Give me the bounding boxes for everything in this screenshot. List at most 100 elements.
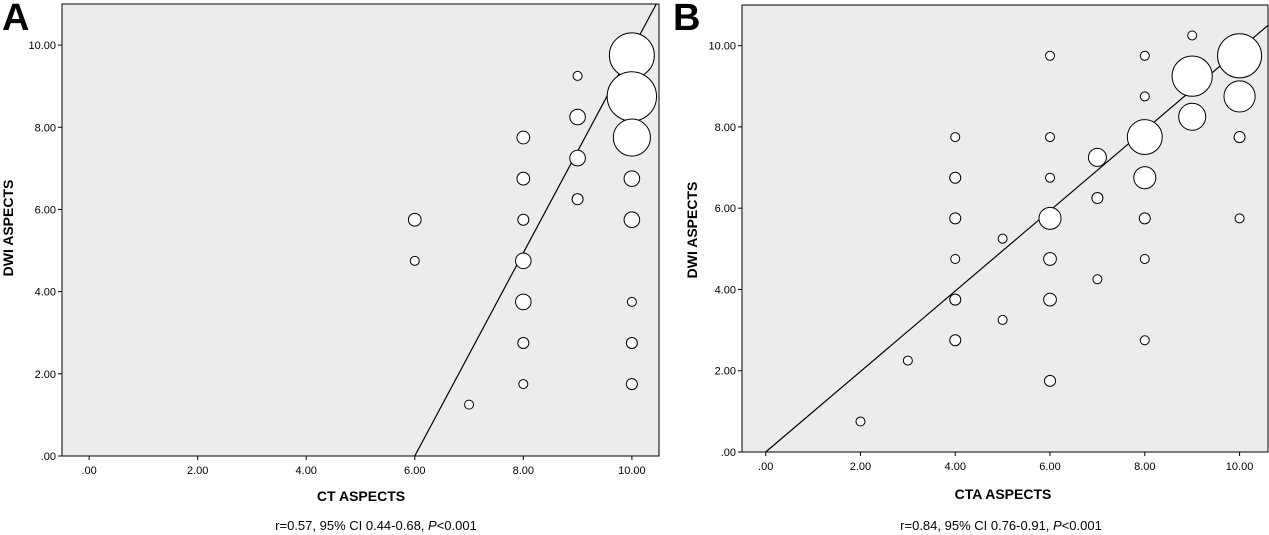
x-tick-label: .00 <box>81 465 96 477</box>
y-tick-label: 2.00 <box>35 369 56 381</box>
data-point <box>625 336 638 350</box>
x-axis-title-a: CT ASPECTS <box>317 488 405 504</box>
data-point <box>1187 30 1198 41</box>
data-point <box>997 233 1008 244</box>
data-point <box>1223 80 1256 113</box>
data-point <box>608 32 655 79</box>
data-point <box>997 314 1008 325</box>
data-point <box>1139 253 1150 264</box>
x-tick-label: 6.00 <box>1039 461 1060 473</box>
data-point <box>517 336 530 350</box>
data-point <box>1043 252 1057 266</box>
data-point <box>623 211 641 229</box>
data-point <box>571 193 584 206</box>
stat-caption-b: r=0.84, 95% CI 0.76-0.91, P<0.001 <box>900 518 1102 533</box>
y-tick-label: 6.00 <box>35 204 56 216</box>
data-point <box>407 212 422 227</box>
data-point <box>516 171 531 186</box>
y-tick-label: 6.00 <box>715 203 736 215</box>
data-point <box>1139 335 1150 346</box>
data-point <box>1044 374 1057 387</box>
data-point <box>1092 274 1103 285</box>
panel-a: A .00 2.00 4.00 6.00 8.00 10.00 .00 2.00 4.00 6.0… <box>0 0 660 533</box>
y-tick-label: .00 <box>41 451 56 463</box>
x-tick-label: 4.00 <box>296 465 317 477</box>
data-point <box>949 293 962 306</box>
data-point <box>625 378 638 391</box>
data-point <box>516 130 531 145</box>
plot-area-a <box>61 3 660 457</box>
data-point <box>1139 91 1150 102</box>
data-point <box>855 416 866 427</box>
data-point <box>569 149 586 167</box>
y-tick-label: .00 <box>721 447 736 459</box>
stat-caption-a: r=0.57, 95% CI 0.44-0.68, P<0.001 <box>275 518 477 533</box>
y-tick-label: 2.00 <box>715 366 736 378</box>
y-tick-label: 4.00 <box>715 284 736 296</box>
data-point <box>517 213 530 226</box>
data-point <box>1126 119 1163 155</box>
data-point <box>1038 206 1062 230</box>
x-tick-label: 4.00 <box>945 461 966 473</box>
x-axis-title-b: CTA ASPECTS <box>955 486 1052 502</box>
stat-text-a: r=0.57, 95% CI 0.44-0.68, <box>275 518 428 533</box>
points-group-b <box>855 30 1263 427</box>
data-point <box>515 293 532 311</box>
data-point <box>1217 33 1263 79</box>
data-point <box>1091 192 1104 205</box>
data-point <box>1045 50 1056 61</box>
data-point <box>1087 147 1107 167</box>
y-axis-title-a: DWI ASPECTS <box>0 180 16 277</box>
x-tick-label: 6.00 <box>404 465 425 477</box>
x-tick-label: .00 <box>758 461 773 473</box>
data-point <box>1233 131 1246 144</box>
p-value-b: <0.001 <box>1062 518 1102 533</box>
x-tick-label: 10.00 <box>618 465 646 477</box>
regression-line-b <box>765 24 1269 453</box>
y-tick-label: 10.00 <box>28 40 56 52</box>
p-value-a: <0.001 <box>437 518 477 533</box>
data-point <box>1133 166 1157 190</box>
data-point <box>950 132 961 143</box>
data-point <box>569 108 586 126</box>
y-axis-title-b: DWI ASPECTS <box>684 182 700 279</box>
data-point <box>1178 102 1207 131</box>
panel-letter-b: B <box>673 0 700 39</box>
panel-letter-a: A <box>2 0 29 39</box>
data-point <box>949 212 962 225</box>
data-point <box>902 355 913 366</box>
data-point <box>612 118 651 157</box>
y-tick-label: 4.00 <box>35 287 56 299</box>
panel-b: B .00 2.00 4.00 6.00 8.00 10.00 .00 2.00 4.00 6.0… <box>673 0 1269 533</box>
data-point <box>949 171 962 184</box>
tick-group-a: .00 2.00 4.00 6.00 8.00 10.00 .00 2.00 4.00 6.00 8… <box>28 40 645 477</box>
tick-group-b: .00 2.00 4.00 6.00 8.00 10.00 .00 2.00 4.00 6.00 8… <box>708 41 1253 473</box>
stat-text-b: r=0.84, 95% CI 0.76-0.91, <box>900 518 1053 533</box>
data-point <box>949 334 962 347</box>
x-tick-label: 2.00 <box>850 461 871 473</box>
data-point <box>1045 132 1056 143</box>
x-tick-label: 10.00 <box>1226 461 1254 473</box>
data-point <box>1139 50 1150 61</box>
data-point <box>1138 212 1151 225</box>
x-tick-label: 2.00 <box>187 465 208 477</box>
p-label-b: P <box>1053 518 1062 533</box>
points-group-a <box>407 32 658 410</box>
data-point <box>518 379 529 390</box>
data-point <box>572 70 583 81</box>
y-tick-label: 8.00 <box>715 122 736 134</box>
data-point <box>1234 213 1245 224</box>
data-point <box>515 252 532 270</box>
data-point <box>626 296 637 307</box>
y-tick-label: 10.00 <box>708 41 736 53</box>
x-tick-label: 8.00 <box>1134 461 1155 473</box>
data-point <box>409 255 420 266</box>
data-point <box>1171 55 1213 97</box>
p-label-a: P <box>428 518 437 533</box>
data-point <box>1045 172 1056 183</box>
y-tick-label: 8.00 <box>35 122 56 134</box>
data-point <box>950 253 961 264</box>
data-point <box>623 170 641 187</box>
x-tick-label: 8.00 <box>513 465 534 477</box>
